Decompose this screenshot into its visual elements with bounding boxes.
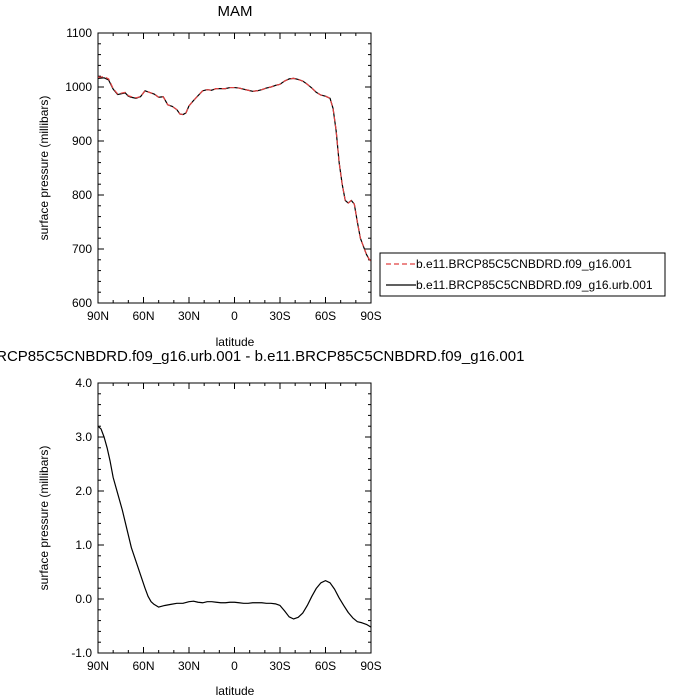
bottom-series-line-1: [97, 425, 372, 628]
bottom-y-tick-label: -1.0: [71, 646, 92, 660]
bottom-x-tick-label: 90N: [87, 659, 109, 673]
top-plot-frame: [97, 32, 372, 304]
bottom-x-tick-label: 0: [231, 659, 238, 673]
bottom-y-tick-labels: -1.0 0.0 1.0 2.0 3.0 4.0: [71, 376, 92, 660]
bottom-axis-ticks: [97, 382, 372, 654]
top-x-tick-label: 90N: [87, 309, 109, 323]
top-chart-title: MAM: [218, 3, 253, 20]
top-series-line-1: [97, 76, 372, 262]
legend-box: [379, 252, 666, 297]
bottom-y-axis-label: surface pressure (millibars): [37, 446, 51, 591]
bottom-y-tick-label: 3.0: [75, 430, 92, 444]
top-y-axis-label: surface pressure (millibars): [37, 96, 51, 241]
top-y-tick-labels: 600 700 800 900 1000 1100: [65, 26, 92, 310]
bottom-series-lines: [97, 425, 372, 628]
top-x-tick-label: 90S: [360, 309, 381, 323]
bottom-chart-title: b.e11.BRCP85C5CNBDRD.f09_g16.urb.001 - b…: [0, 348, 524, 365]
top-x-tick-label: 60S: [315, 309, 336, 323]
top-series-lines: [97, 76, 372, 262]
top-x-tick-label: 60N: [132, 309, 154, 323]
bottom-y-tick-label: 0.0: [75, 592, 92, 606]
bottom-x-tick-label: 60S: [315, 659, 336, 673]
top-y-tick-label: 800: [72, 188, 92, 202]
bottom-plot-frame: [97, 382, 372, 654]
top-x-axis-label: latitude: [216, 335, 255, 349]
bottom-x-tick-labels: 90N 60N 30N 0 30S 60S 90S: [87, 659, 382, 673]
bottom-x-tick-label: 30S: [269, 659, 290, 673]
top-y-tick-label: 1100: [66, 26, 92, 40]
top-series-line-2: [97, 77, 372, 262]
legend-label-series-1: b.e11.BRCP85C5CNBDRD.f09_g16.001: [416, 257, 632, 271]
bottom-y-tick-label: 4.0: [75, 376, 92, 390]
bottom-x-tick-label: 30N: [178, 659, 200, 673]
top-y-tick-label: 700: [72, 242, 92, 256]
top-x-tick-label: 30S: [269, 309, 290, 323]
top-y-tick-label: 900: [72, 134, 92, 148]
bottom-y-tick-label: 1.0: [75, 538, 92, 552]
top-chart: MAM 600 700 800 900 1000 1100 90N 60N 30N 0 30S 60…: [37, 3, 382, 349]
top-axis-ticks: [97, 32, 372, 304]
top-y-tick-label: 600: [72, 296, 92, 310]
legend-label-series-2: b.e11.BRCP85C5CNBDRD.f09_g16.urb.001: [416, 278, 653, 292]
top-x-tick-label: 0: [231, 309, 238, 323]
top-x-tick-label: 30N: [178, 309, 200, 323]
bottom-y-tick-label: 2.0: [75, 484, 92, 498]
bottom-x-axis-label: latitude: [216, 684, 255, 698]
bottom-x-tick-label: 60N: [132, 659, 154, 673]
bottom-chart: b.e11.BRCP85C5CNBDRD.f09_g16.urb.001 - b…: [0, 348, 524, 698]
legend: b.e11.BRCP85C5CNBDRD.f09_g16.001 b.e11.B…: [379, 252, 666, 297]
top-x-tick-labels: 90N 60N 30N 0 30S 60S 90S: [87, 309, 382, 323]
top-y-tick-label: 1000: [65, 80, 92, 94]
bottom-x-tick-label: 90S: [360, 659, 381, 673]
